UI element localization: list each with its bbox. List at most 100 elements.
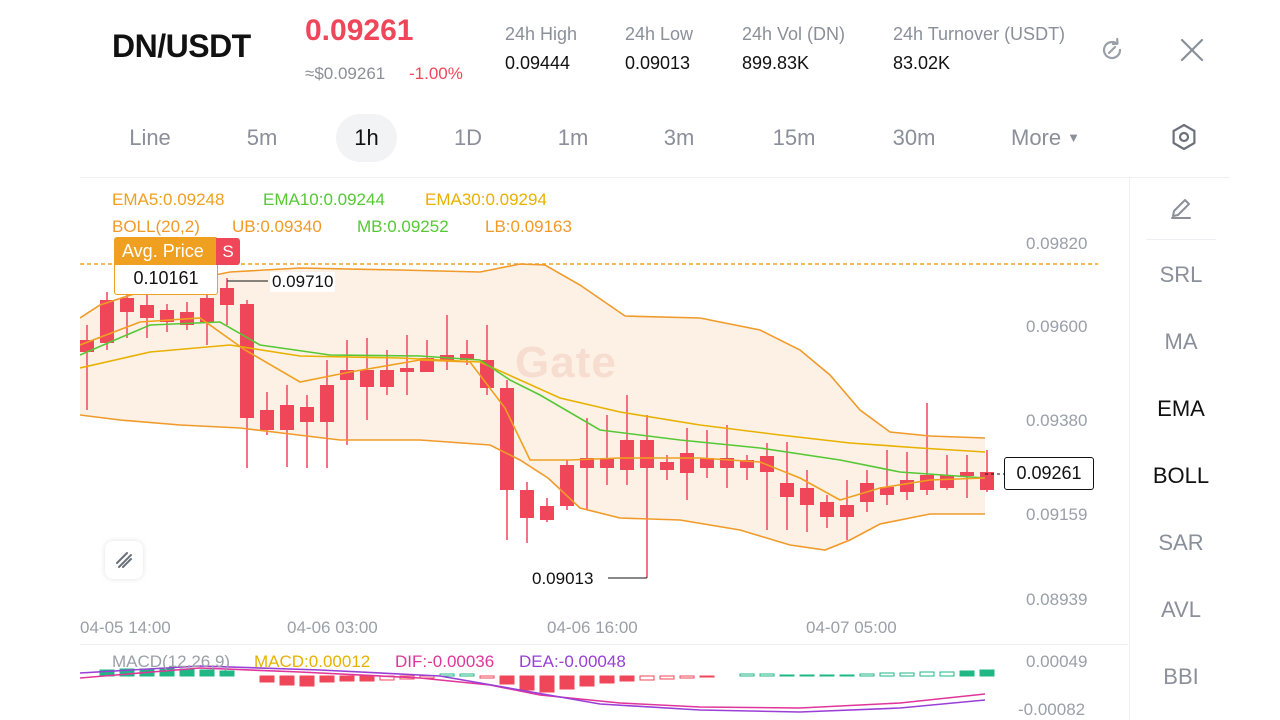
more-timeframes-button[interactable]: More ▼ [1011, 114, 1080, 162]
candle-down [900, 480, 914, 492]
candle-down [700, 458, 714, 468]
legend-boll-mb: MB:0.09252 [357, 217, 449, 236]
candle-down [420, 358, 434, 372]
tab-line[interactable]: Line [129, 125, 171, 150]
indicator-bbi[interactable]: BBI [1163, 664, 1199, 689]
price-change: -1.00% [409, 64, 463, 83]
macd-histogram-bar [799, 674, 815, 677]
indicator-sar[interactable]: SAR [1158, 530, 1204, 555]
legend-boll-ub: UB:0.09340 [232, 217, 322, 236]
usd-price: ≈$0.09261 [305, 64, 386, 83]
avg-price-box[interactable]: Avg. Price 0.10161 [114, 237, 219, 295]
legend-ema10: EMA10:0.09244 [263, 190, 385, 209]
legend-macd-value: MACD:0.00012 [254, 652, 371, 671]
tab-30m[interactable]: 30m [892, 125, 936, 150]
macd-dea-line [79, 665, 986, 713]
candle-down [620, 440, 634, 470]
tab-3m[interactable]: 3m [663, 125, 695, 150]
macd-histogram-bar [639, 675, 655, 681]
candle-down [340, 370, 354, 380]
indicator-ema[interactable]: EMA [1157, 396, 1205, 421]
macd-histogram-bar [299, 675, 315, 687]
tab-5m[interactable]: 5m [246, 125, 278, 150]
candle-down [840, 505, 854, 517]
macd-histogram-bar [759, 673, 775, 677]
y-axis-label: 0.08939 [1026, 590, 1088, 609]
candle-down [520, 490, 534, 518]
macd-y-label: 0.00049 [1026, 652, 1088, 671]
kline-svg [79, 263, 1098, 713]
x-axis-label: 04-06 16:00 [547, 618, 638, 637]
macd-histogram-bar [979, 669, 995, 677]
macd-histogram-bar [679, 675, 695, 679]
chart-settings-icon[interactable] [1168, 121, 1200, 153]
close-icon[interactable] [1176, 34, 1208, 66]
stat-value: 83.02K [893, 53, 951, 73]
low-marker-label: 0.09013 [530, 569, 596, 589]
candle-down [940, 475, 954, 488]
candle-down [580, 458, 594, 468]
kline-chart[interactable] [79, 178, 1128, 720]
macd-histogram-bar [859, 673, 875, 677]
macd-histogram-bar [899, 672, 915, 677]
macd-histogram-bar [339, 675, 355, 682]
legend-boll-lb: LB:0.09163 [485, 217, 572, 236]
timeframe-tabs: Line 5m 1h 1D 1m 3m 15m 30m More ▼ [0, 110, 1280, 166]
macd-histogram-bar [439, 673, 455, 677]
candle-down [100, 300, 114, 343]
candle-down [820, 502, 834, 517]
divider [80, 177, 1230, 178]
macd-histogram-bar [199, 669, 215, 677]
indicator-ma[interactable]: MA [1164, 329, 1198, 354]
avg-price-title: Avg. Price [115, 238, 219, 265]
avg-price-value: 0.10161 [133, 268, 199, 288]
candle-down [880, 487, 894, 495]
candle-down [360, 370, 374, 387]
indicator-srl[interactable]: SRL [1159, 262, 1203, 287]
candle-down [780, 483, 794, 497]
x-axis-label: 04-05 14:00 [80, 618, 171, 637]
macd-histogram-bar [519, 675, 535, 691]
refresh-icon[interactable] [1096, 34, 1128, 66]
candle-down [260, 410, 274, 430]
tab-1m[interactable]: 1m [557, 125, 589, 150]
candle-down [740, 460, 754, 468]
candle-down [800, 488, 814, 505]
macd-histogram-bar [919, 671, 935, 677]
stat-24h-turnover: 24h Turnover (USDT) 83.02K [893, 24, 1065, 74]
macd-histogram-bar [739, 673, 755, 677]
macd-histogram-bar [539, 675, 555, 693]
last-price: 0.09261 [305, 14, 414, 47]
pair-title: DN/USDT [112, 28, 251, 64]
candle-down [240, 304, 254, 418]
candle-down [960, 472, 974, 476]
x-axis-label: 04-07 05:00 [806, 618, 897, 637]
stat-value: 899.83K [742, 53, 810, 73]
sell-badge: S [216, 238, 240, 265]
y-axis-label: 0.09820 [1026, 234, 1088, 253]
macd-histogram-bar [119, 668, 135, 677]
candle-down [300, 407, 314, 422]
candle-down [280, 405, 294, 430]
stat-24h-low: 24h Low 0.09013 [625, 24, 693, 74]
candle-down [680, 453, 694, 473]
macd-histogram-bar [619, 675, 635, 682]
candle-down [600, 458, 614, 468]
indicator-avl[interactable]: AVL [1161, 597, 1201, 622]
boll-band-fill [80, 264, 985, 550]
tab-1h[interactable]: 1h [336, 114, 397, 162]
indicator-boll[interactable]: BOLL [1152, 463, 1210, 488]
stat-24h-high: 24h High 0.09444 [505, 24, 577, 74]
candle-down [200, 298, 214, 322]
edit-pencil-icon[interactable] [1165, 192, 1197, 224]
macd-histogram-bar [879, 672, 895, 677]
ema5-line [79, 317, 986, 501]
candle-down [140, 305, 154, 318]
drawing-toggle-button[interactable] [105, 541, 143, 579]
current-price-tag: 0.09261 [1004, 457, 1094, 490]
legend-dif: DIF:-0.00036 [395, 652, 495, 671]
tab-1d[interactable]: 1D [453, 125, 483, 150]
tab-15m[interactable]: 15m [772, 125, 816, 150]
legend-macd-params: MACD(12,26,9) [112, 652, 231, 671]
legend-ema30: EMA30:0.09294 [425, 190, 547, 209]
